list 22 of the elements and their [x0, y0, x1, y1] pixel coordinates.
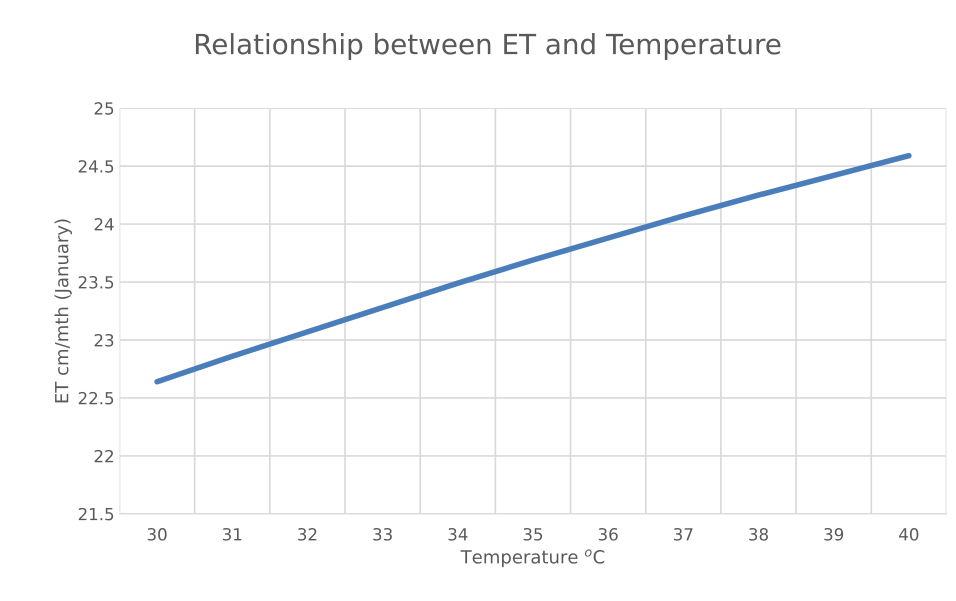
x-tick-label: 32 — [298, 528, 316, 541]
x-tick-label: 35 — [524, 528, 542, 541]
y-tick-label: 22 — [94, 450, 113, 462]
x-tick-label: 30 — [148, 528, 167, 541]
x-tick-label: 31 — [222, 528, 242, 541]
x-tick-label: 33 — [373, 528, 392, 541]
x-axis-title: Temperature $^{o}$C — [460, 549, 604, 568]
x-tick-label: 37 — [674, 528, 692, 541]
x-tick-label: 38 — [749, 528, 768, 541]
y-tick-label: 22.5 — [78, 392, 114, 405]
y-axis-title: ET cm/mth (January) — [54, 219, 72, 402]
x-tick-label: 39 — [824, 528, 844, 541]
y-tick-label: 24.5 — [78, 160, 114, 173]
y-tick-label: 24 — [94, 218, 114, 230]
x-tick-label: 40 — [899, 528, 918, 541]
x-tick-label: 34 — [448, 528, 468, 541]
chart-title: Relationship between ET and Temperature — [196, 33, 780, 60]
y-tick-label: 23 — [94, 334, 114, 347]
y-tick-label: 21.5 — [78, 508, 114, 520]
y-tick-label: 25 — [94, 102, 114, 115]
x-tick-label: 36 — [598, 528, 618, 541]
y-tick-label: 23.5 — [78, 276, 114, 289]
